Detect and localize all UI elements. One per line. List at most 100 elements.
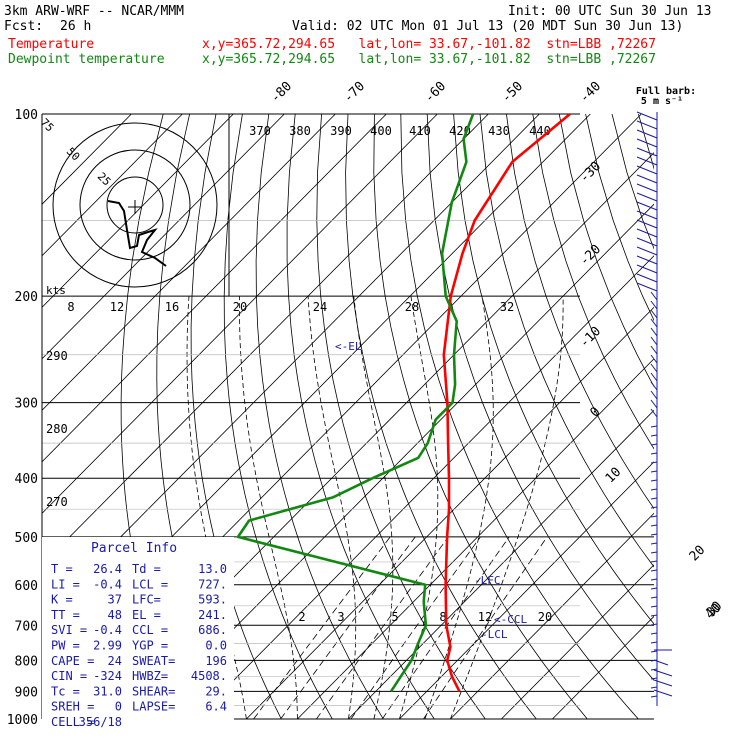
lcl-marker: -LCL (481, 628, 508, 641)
pressure-label: 100 (15, 108, 38, 123)
parcel-label: PW = (51, 639, 80, 653)
isotherm (42, 114, 540, 617)
pressure-label: 1000 (7, 713, 38, 728)
isotherm-label: -80 (268, 79, 295, 106)
parcel-label: CAPE = (51, 654, 94, 668)
scale-label: 8 (67, 300, 74, 314)
parcel-label: TT = (51, 608, 80, 622)
side-scale-label: 290 (46, 349, 68, 363)
parcel-value: 48 (108, 608, 122, 622)
parcel-value: 4508. (191, 669, 227, 683)
isotherm-label: -50 (499, 79, 526, 106)
parcel-label: K = (51, 593, 73, 607)
mixing-ratio-label: 12 (478, 610, 492, 624)
barb-scale-line2: 5 m s⁻¹ (641, 96, 683, 107)
hodograph-ring (106, 176, 164, 234)
wind-barbs-low (653, 649, 673, 697)
parcel-label: CIN = (51, 669, 87, 683)
dry-adiabat (506, 114, 654, 510)
parcel-label: Td = (132, 562, 161, 576)
pressure-label: 200 (15, 290, 38, 305)
hodograph-trace (107, 200, 167, 267)
hodograph-ring-label: 50 (64, 145, 83, 164)
dry-adiabat (558, 114, 654, 388)
moist-adiabat (450, 296, 564, 719)
theta-label: 430 (488, 124, 510, 138)
forecast-hour: 26 h (60, 19, 92, 34)
pressure-label: 500 (15, 531, 38, 546)
pressure-label: 400 (15, 472, 38, 487)
isotherm (42, 114, 234, 308)
scale-label: 16 (165, 300, 179, 314)
dewpoint-location: x,y=365.72,294.65 lat,lon= 33.67,-101.82… (202, 52, 656, 67)
dry-adiabat (532, 114, 654, 450)
isotherm (144, 203, 654, 719)
el-marker: <-EL (335, 340, 362, 353)
scale-label: 12 (110, 300, 124, 314)
isotherm (195, 255, 654, 719)
parcel-value: -324 (93, 669, 122, 683)
isotherm-label: -40 (577, 79, 604, 106)
isotherm-label: 10 (603, 465, 625, 487)
scale-label: 20 (233, 300, 247, 314)
side-scale-label: 270 (46, 495, 68, 509)
pressure-label: 800 (15, 654, 38, 669)
dry-adiabat (426, 114, 654, 681)
isotherm (348, 409, 654, 719)
parcel-value: 196 (205, 654, 227, 668)
parcel-value: 24 (108, 654, 122, 668)
temperature-line (442, 114, 571, 692)
isotherm-label: 20 (687, 543, 709, 565)
parcel-label: SHEAR= (132, 684, 175, 698)
temperature-location: x,y=365.72,294.65 lat,lon= 33.67,-101.82… (202, 37, 656, 52)
parcel-value: 2.99 (93, 639, 122, 653)
moist-adiabat (424, 296, 494, 719)
parcel-label: YGP = (132, 639, 168, 653)
isotherm-label: -70 (341, 79, 368, 106)
parcel-label: T = (51, 562, 73, 576)
isotherm-label: -10 (577, 324, 604, 351)
isotherm-label: -60 (422, 79, 449, 106)
parcel-label: LCL = (132, 577, 168, 591)
theta-label: 390 (330, 124, 352, 138)
wind-barbs (636, 111, 658, 706)
parcel-value: 686. (198, 623, 227, 637)
side-scale-label: 280 (46, 422, 68, 436)
isotherm-label: 40 (703, 601, 725, 623)
dry-adiabat (665, 114, 740, 719)
parcel-label: CCL = (132, 623, 168, 637)
parcel-value: 37 (108, 593, 122, 607)
parcel-value: 593. (198, 593, 227, 607)
temperature-legend: Temperature (8, 37, 95, 52)
parcel-label: SWEAT= (132, 654, 175, 668)
parcel-value: 6.4 (205, 700, 227, 714)
parcel-value: 31.0 (93, 684, 122, 698)
isotherm-label: -30 (577, 159, 604, 186)
isotherm (399, 461, 654, 719)
scale-label: 24 (313, 300, 327, 314)
isotherm (42, 114, 387, 463)
parcel-value: 13.0 (198, 562, 227, 576)
mixing-ratio-label: 5 (391, 610, 398, 624)
dry-adiabat (286, 114, 435, 719)
theta-label: 380 (289, 124, 311, 138)
parcel-label: SREH = (51, 700, 94, 714)
parcel-label: EL = (132, 608, 161, 622)
isotherm (42, 114, 183, 257)
isotherm (42, 114, 489, 566)
dewpoint-legend: Dewpoint temperature (8, 52, 165, 67)
lfc-marker: -LFC (474, 574, 501, 587)
moist-adiabat (353, 296, 394, 719)
isotherm (297, 358, 654, 719)
parcel-label: HWBZ= (132, 669, 168, 683)
ccl-marker: <-CCL (494, 613, 527, 626)
init-time: Init: 00 UTC Sun 30 Jun 13 (508, 4, 712, 19)
isotherm (246, 306, 654, 719)
parcel-label: LI = (51, 577, 80, 591)
hodograph-ring (79, 149, 191, 261)
dry-adiabat (585, 114, 654, 322)
hodograph-ring (52, 122, 218, 288)
parcel-label: SVI = (51, 623, 87, 637)
isotherm (450, 512, 654, 719)
valid-time: Valid: 02 UTC Mon 01 Jul 13 (20 MDT Sun … (292, 19, 684, 34)
